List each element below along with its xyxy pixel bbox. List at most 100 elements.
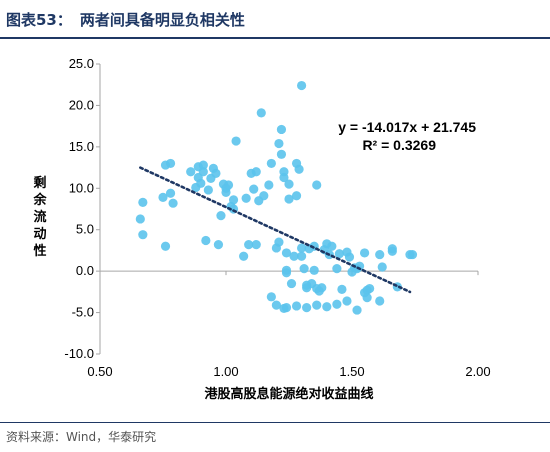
data-point <box>327 241 337 251</box>
data-point <box>407 249 418 260</box>
data-point <box>201 235 211 246</box>
data-point <box>309 265 319 275</box>
data-point <box>271 300 281 310</box>
y-tick-label: 20.0 <box>69 97 94 112</box>
data-point <box>375 249 385 260</box>
x-tick-label: 1.00 <box>213 364 238 379</box>
data-point <box>312 180 322 190</box>
data-point <box>266 158 276 169</box>
data-point <box>276 124 287 135</box>
data-point <box>352 305 362 315</box>
data-point <box>291 191 302 201</box>
data-point <box>165 188 176 198</box>
data-point <box>281 248 292 258</box>
data-point <box>377 262 387 272</box>
data-point <box>244 240 254 250</box>
data-point <box>281 268 292 278</box>
data-point <box>332 299 342 309</box>
x-tick-label: 1.50 <box>339 364 364 379</box>
data-point <box>251 167 261 177</box>
data-point <box>228 195 239 205</box>
data-point <box>223 180 234 190</box>
data-point <box>249 184 259 194</box>
data-point <box>360 248 370 258</box>
data-point <box>344 252 355 262</box>
data-point <box>284 179 294 189</box>
data-point <box>279 172 289 183</box>
data-point <box>160 241 171 251</box>
data-point <box>274 138 284 149</box>
data-point <box>216 211 226 221</box>
x-tick-label: 2.00 <box>465 364 490 379</box>
data-point <box>198 160 208 170</box>
data-point <box>332 264 342 274</box>
data-point <box>259 191 269 201</box>
data-point <box>264 180 274 190</box>
y-tick-label: 0.0 <box>76 263 94 278</box>
r-squared-label: R² = 0.3269 <box>362 137 436 153</box>
data-point <box>375 296 385 306</box>
data-point <box>203 185 213 195</box>
regression-equation: y = -14.017x + 21.745 <box>338 119 476 135</box>
data-point <box>312 300 322 310</box>
data-point <box>165 158 176 169</box>
data-point <box>297 80 307 91</box>
y-axis-label-char: 余 <box>32 192 47 208</box>
data-point <box>168 198 178 208</box>
data-point <box>291 301 302 311</box>
data-point <box>239 251 249 261</box>
data-point <box>266 292 276 302</box>
data-point <box>297 243 307 253</box>
data-point <box>317 283 327 293</box>
data-point <box>211 168 221 178</box>
data-point <box>196 178 206 188</box>
y-axis-label-char: 剩 <box>33 175 46 191</box>
data-point <box>337 284 347 294</box>
data-point <box>241 193 251 203</box>
data-point <box>387 244 397 254</box>
figure-number: 图表53： <box>6 11 72 29</box>
data-point <box>138 230 148 240</box>
data-points <box>135 80 418 315</box>
footer-rule <box>0 422 550 423</box>
data-point <box>231 136 241 146</box>
data-point <box>334 249 344 259</box>
trend-line <box>139 166 412 294</box>
title-rule <box>0 37 550 39</box>
y-axis-label-char: 性 <box>33 243 46 259</box>
x-tick-labels: 0.50 1.00 1.50 2.00 <box>87 271 491 379</box>
data-point <box>294 164 304 174</box>
data-point <box>135 214 145 224</box>
data-point <box>365 283 375 294</box>
data-point <box>362 293 372 303</box>
y-tick-label: 5.0 <box>76 222 94 237</box>
y-axis-label-char: 动 <box>33 227 46 242</box>
y-tick-label: 25.0 <box>69 56 94 71</box>
data-point <box>302 303 312 313</box>
data-point <box>289 251 299 261</box>
y-tick-labels: -10.0 -5.0 0.0 5.0 10.0 15.0 20.0 25.0 <box>64 56 100 361</box>
data-point <box>276 149 287 159</box>
data-point <box>286 278 297 289</box>
data-point <box>251 240 261 250</box>
figure-title-text: 两者间具备明显负相关性 <box>79 11 245 29</box>
data-point <box>186 167 196 177</box>
data-point <box>297 251 307 261</box>
y-axis-label-char: 流 <box>33 209 46 225</box>
y-tick-label: 10.0 <box>69 180 94 195</box>
data-point <box>198 167 208 177</box>
data-point <box>158 192 168 202</box>
data-point <box>256 108 266 118</box>
data-point <box>322 302 332 312</box>
data-point <box>281 303 292 313</box>
y-tick-label: 15.0 <box>69 139 94 154</box>
data-point <box>284 194 294 204</box>
data-point <box>299 264 309 274</box>
data-point <box>274 237 284 247</box>
data-point <box>342 296 352 306</box>
y-tick-label: -10.0 <box>64 346 94 361</box>
x-tick-label: 0.50 <box>87 364 112 379</box>
source-note: 资料来源：Wind，华泰研究 <box>6 430 157 444</box>
y-tick-label: -5.0 <box>72 305 94 320</box>
